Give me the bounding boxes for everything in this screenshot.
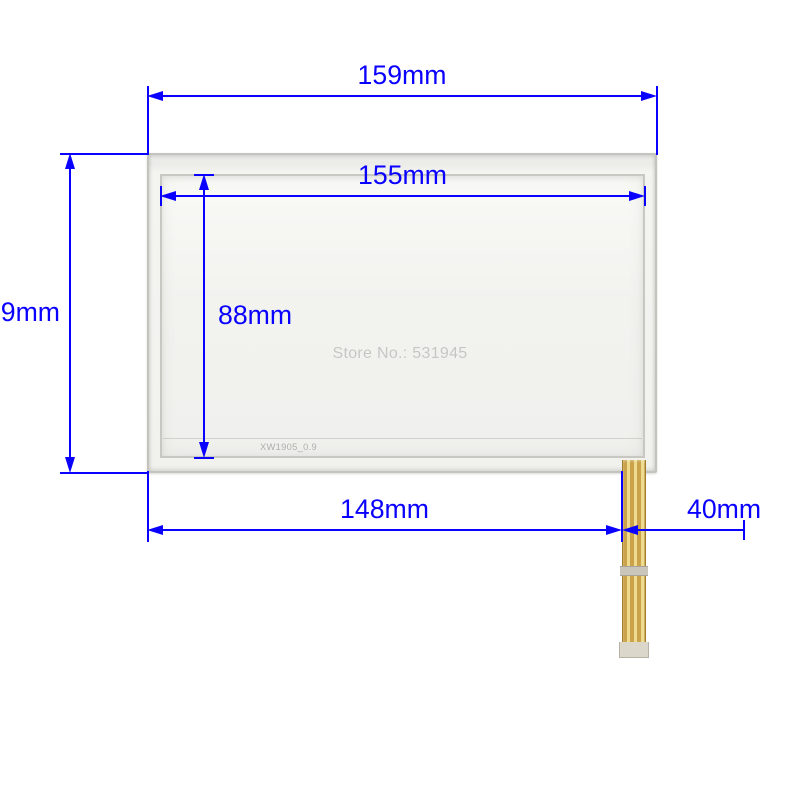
dim-bottom-right-line [637,529,745,531]
dim-inner-height-label: 88mm [218,300,328,331]
dim-bottom-right-label: 40mm [687,494,800,525]
dim-outer-height-arrow-up [65,153,83,171]
ribbon-tip [619,642,649,658]
dim-inner-height-ext1 [194,174,214,176]
inner-trace-line [163,438,642,439]
dim-inner-height-arrow-up [199,174,217,192]
watermark-text: Store No.: 531945 [280,345,520,363]
dim-bottom-left-line [162,529,607,531]
dim-inner-width-ext1 [160,186,162,206]
ribbon-band [620,566,648,576]
dim-inner-width-arrow-left [160,191,178,209]
dim-outer-width-extR [656,94,658,155]
dim-outer-width-line [162,95,642,97]
dim-inner-height-ext2 [194,457,214,459]
dim-outer-width-extL [147,94,149,155]
dim-bottom-left-extL [147,471,149,542]
dim-outer-width-arrow-left [147,91,165,109]
ribbon-cable [622,460,646,642]
part-code-text: XW1905_0.9 [260,442,317,452]
dim-inner-width-line [175,195,630,197]
dim-outer-height-line [69,168,71,458]
dim-inner-height-line [203,189,205,443]
dim-outer-height-extT [68,153,149,155]
dim-bottom-left-label: 148mm [325,494,445,525]
dim-outer-height-extB [68,472,149,474]
dim-bottom-left-arrow-left [147,525,165,543]
dim-outer-height-label: 99mm [0,297,60,328]
dim-inner-width-label: 155mm [343,160,463,191]
dim-outer-width-label: 159mm [342,60,462,91]
dim-inner-width-ext2 [644,186,646,206]
dim-bottom-right-arrow-left [622,525,640,543]
